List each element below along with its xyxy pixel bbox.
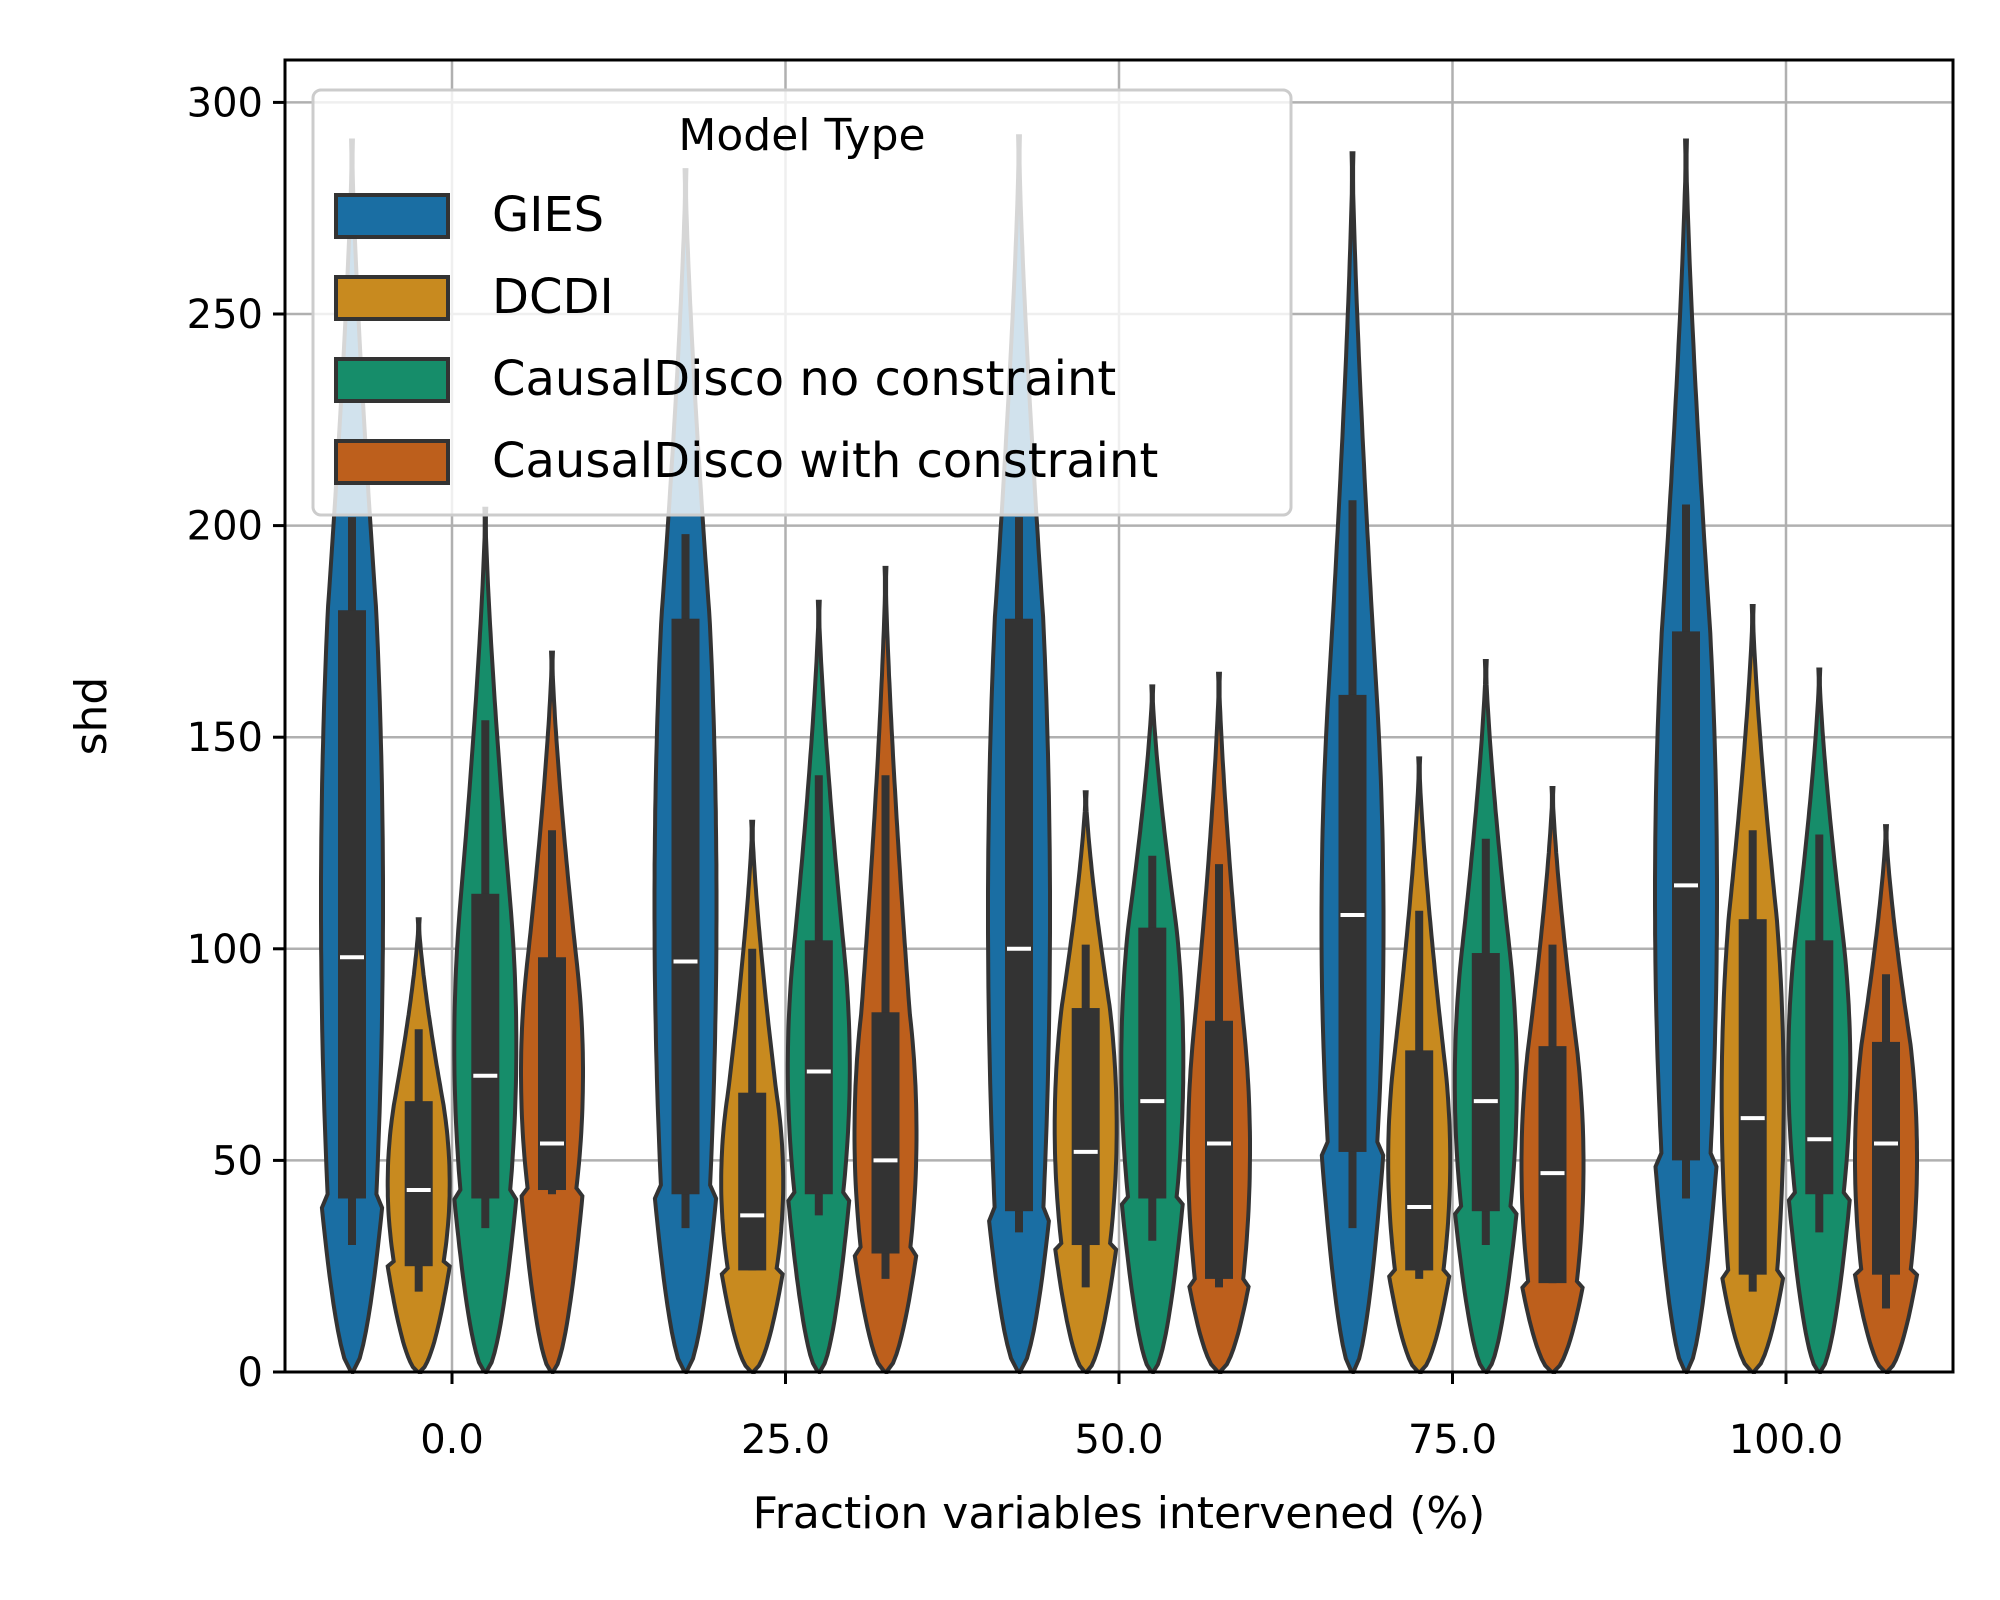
legend-frame — [311, 88, 1293, 517]
y-tick-label: 300 — [187, 80, 263, 126]
x-tick-label: 100.0 — [1729, 1417, 1844, 1463]
violin-iqr-box — [1138, 927, 1167, 1199]
violin-iqr-box — [1071, 1008, 1100, 1246]
legend-swatch — [334, 275, 450, 321]
violin-iqr-box — [471, 893, 500, 1199]
violin-iqr-box — [1538, 1046, 1567, 1284]
y-tick-label: 250 — [187, 292, 263, 338]
legend-swatch — [334, 193, 450, 239]
violin-causaldisco-with-constraint — [519, 650, 585, 1374]
violin-iqr-box — [871, 1012, 900, 1254]
violin-iqr-box — [1738, 919, 1767, 1275]
violin-iqr-box — [1872, 1041, 1900, 1275]
violin-dcdi — [1052, 790, 1119, 1374]
violin-causaldisco-no-constraint — [452, 506, 519, 1374]
legend-items: GIES DCDI CausalDisco no constraint CausalD… — [334, 187, 1158, 489]
x-axis-ticks: 0.0 25.0 50.0 75.0 100.0 — [420, 1372, 1843, 1463]
violin-gies — [1319, 151, 1386, 1374]
violin-causaldisco-no-constraint — [785, 599, 852, 1374]
violin-causaldisco-with-constraint — [852, 565, 919, 1374]
violin-dcdi — [1386, 756, 1453, 1374]
violin-iqr-box — [1405, 1050, 1434, 1271]
legend-swatch — [334, 439, 450, 485]
legend-label: GIES — [492, 187, 604, 243]
violin-dcdi — [1719, 604, 1786, 1374]
legend-swatch — [334, 357, 450, 403]
legend: Model Type GIES DCDI CausalDisco no constr… — [311, 88, 1293, 517]
violin-iqr-box — [738, 1092, 767, 1271]
y-tick-label: 200 — [187, 504, 263, 550]
y-tick-label: 0 — [238, 1350, 263, 1396]
violin-dcdi — [719, 819, 786, 1374]
y-tick-label: 50 — [212, 1138, 263, 1184]
violin-iqr-box — [804, 940, 833, 1195]
violin-iqr-box — [671, 618, 700, 1195]
y-axis-ticks: 0 50 100 150 200 250 300 — [187, 80, 285, 1396]
violin-dcdi — [385, 917, 452, 1374]
y-tick-label: 150 — [187, 715, 263, 761]
legend-label: CausalDisco with constraint — [492, 433, 1158, 489]
violin-causaldisco-with-constraint — [1186, 671, 1252, 1374]
y-axis-label: shd — [66, 677, 117, 756]
y-tick-label: 100 — [187, 927, 263, 973]
legend-title: Model Type — [678, 110, 925, 161]
x-tick-label: 0.0 — [420, 1417, 484, 1463]
violin-iqr-box — [404, 1101, 433, 1267]
legend-label: DCDI — [492, 269, 614, 325]
violin-iqr-box — [1338, 694, 1367, 1152]
x-axis-label: Fraction variables intervened (%) — [753, 1488, 1486, 1539]
violin-causaldisco-no-constraint — [1452, 659, 1519, 1374]
violin-iqr-box — [538, 957, 566, 1191]
violin-gies — [1653, 138, 1719, 1374]
violin-iqr-box — [1205, 1020, 1233, 1279]
violin-iqr-box — [1471, 953, 1500, 1212]
violin-gies — [986, 134, 1052, 1374]
x-tick-label: 75.0 — [1408, 1417, 1497, 1463]
violin-iqr-box — [1672, 631, 1700, 1161]
violin-causaldisco-with-constraint — [1852, 824, 1920, 1374]
violin-causaldisco-no-constraint — [1119, 684, 1186, 1374]
violin-iqr-box — [1005, 618, 1033, 1212]
x-tick-label: 25.0 — [741, 1417, 830, 1463]
x-tick-label: 50.0 — [1074, 1417, 1163, 1463]
violin-causaldisco-no-constraint — [1786, 667, 1853, 1374]
violin-iqr-box — [1805, 940, 1834, 1195]
violin-iqr-box — [338, 610, 366, 1199]
legend-label: CausalDisco no constraint — [492, 351, 1116, 407]
violin-causaldisco-with-constraint — [1519, 786, 1586, 1374]
violin-layer — [319, 134, 1920, 1374]
violin-gies — [652, 168, 719, 1374]
